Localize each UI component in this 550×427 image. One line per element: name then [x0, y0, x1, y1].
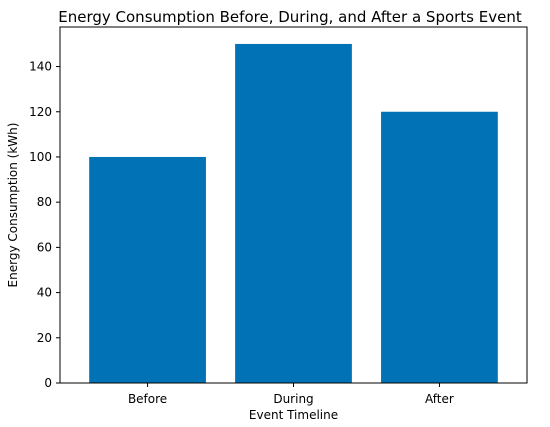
- y-axis-label: Energy Consumption (kWh): [6, 123, 20, 288]
- y-tick-label: 120: [29, 105, 52, 119]
- y-tick-label: 140: [29, 60, 52, 74]
- bar-after: [381, 111, 498, 383]
- y-tick-label: 40: [37, 286, 52, 300]
- x-tick-label: During: [273, 392, 313, 406]
- y-tick-label: 60: [37, 240, 52, 254]
- y-tick-label: 20: [37, 331, 52, 345]
- x-axis: Before During After: [128, 383, 454, 406]
- plot-area: [89, 43, 498, 383]
- bar-during: [235, 43, 352, 383]
- chart-title: Energy Consumption Before, During, and A…: [58, 8, 522, 26]
- x-tick-label: Before: [128, 392, 167, 406]
- y-axis: 0 20 40 60 80 100 120 140: [29, 60, 60, 390]
- x-tick-label: After: [425, 392, 454, 406]
- y-tick-label: 0: [44, 376, 52, 390]
- y-tick-label: 100: [29, 150, 52, 164]
- x-axis-label: Event Timeline: [249, 408, 338, 422]
- bar-before: [89, 156, 206, 383]
- y-tick-label: 80: [37, 195, 52, 209]
